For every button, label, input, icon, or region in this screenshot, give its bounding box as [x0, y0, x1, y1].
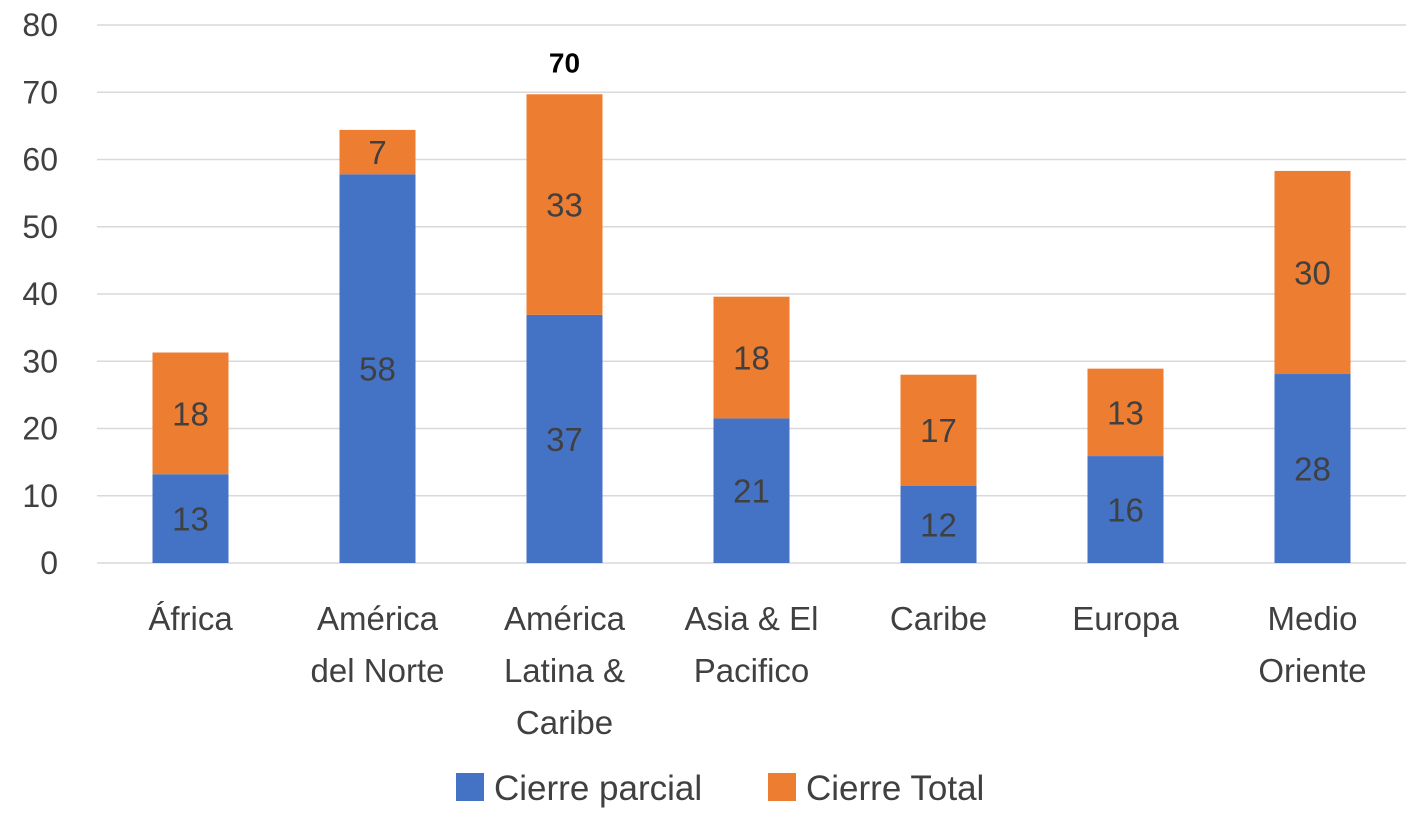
data-label: 28 — [1294, 451, 1331, 488]
legend-label: Cierre parcial — [494, 769, 702, 808]
data-label: 37 — [546, 421, 583, 458]
y-axis-tick-labels: 0 10 20 30 40 50 60 70 80 — [22, 7, 58, 581]
x-category-label: Medio — [1268, 600, 1358, 637]
x-category-label: América — [504, 600, 626, 637]
y-tick-label: 30 — [22, 343, 58, 379]
x-category-label: del Norte — [311, 652, 445, 689]
y-tick-label: 80 — [22, 7, 58, 43]
y-tick-label: 10 — [22, 478, 58, 514]
bar-segment-cierre-total — [1274, 170, 1351, 375]
x-category-label: Caribe — [890, 600, 987, 637]
legend-swatch — [768, 773, 796, 801]
x-category-label: África — [148, 600, 233, 637]
data-label: 16 — [1107, 492, 1144, 529]
data-label: 13 — [172, 501, 209, 538]
y-tick-label: 50 — [22, 209, 58, 245]
y-tick-label: 0 — [40, 545, 58, 581]
total-annotation: 70 — [549, 47, 580, 78]
bar-segment-cierre-parcial — [713, 418, 790, 563]
bar-segment-cierre-total — [526, 94, 603, 315]
data-label: 33 — [546, 187, 583, 224]
legend-label: Cierre Total — [806, 769, 984, 808]
data-label: 21 — [733, 473, 770, 510]
bar-segment-cierre-parcial — [152, 474, 229, 563]
bars — [152, 94, 1351, 564]
bar-segment-cierre-total — [1087, 368, 1164, 457]
data-label: 58 — [359, 351, 396, 388]
y-tick-label: 70 — [22, 74, 58, 110]
bar-segment-cierre-parcial — [339, 174, 416, 564]
x-axis-category-labels: África América del Norte América Latina & Car… — [148, 600, 1366, 741]
x-category-label: Asia & El — [685, 600, 819, 637]
data-label: 12 — [920, 506, 957, 543]
data-label: 30 — [1294, 254, 1331, 291]
data-label: 7 — [368, 134, 386, 171]
bar-segment-cierre-parcial — [1087, 456, 1164, 563]
bar-segment-cierre-total — [152, 352, 229, 475]
gridlines — [97, 24, 1406, 564]
legend-swatch — [456, 773, 484, 801]
data-label: 17 — [920, 412, 957, 449]
y-tick-label: 60 — [22, 142, 58, 178]
x-category-label: Europa — [1072, 600, 1179, 637]
y-tick-label: 40 — [22, 276, 58, 312]
data-label: 18 — [172, 395, 209, 432]
data-label: 13 — [1107, 394, 1144, 431]
x-category-label: Caribe — [516, 704, 613, 741]
bar-segment-cierre-parcial — [1274, 374, 1351, 563]
data-label: 18 — [733, 340, 770, 377]
bar-segment-cierre-total — [713, 296, 790, 419]
x-category-label: América — [317, 600, 439, 637]
bar-segment-cierre-parcial — [900, 485, 977, 563]
bar-segment-cierre-total — [900, 374, 977, 486]
bar-segment-cierre-parcial — [526, 314, 603, 563]
y-tick-label: 20 — [22, 411, 58, 447]
bar-segment-cierre-total — [339, 129, 416, 175]
x-category-label: Pacifico — [694, 652, 810, 689]
data-labels: 13 58 37 21 12 16 28 18 7 33 18 17 13 30 70 — [172, 47, 1331, 543]
x-category-label: Latina & — [504, 652, 625, 689]
legend: Cierre parcial Cierre Total — [456, 769, 984, 808]
x-category-label: Oriente — [1258, 652, 1366, 689]
